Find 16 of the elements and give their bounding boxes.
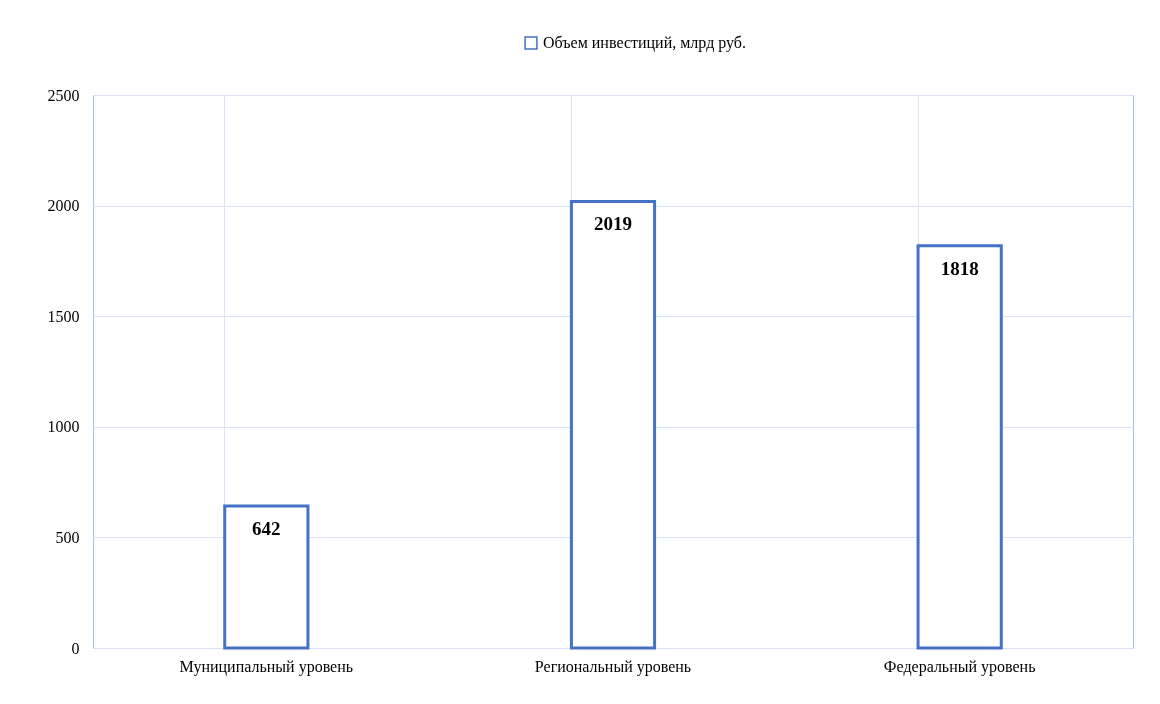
bar	[223, 504, 310, 650]
data-label: 642	[252, 517, 281, 539]
y-tick-label: 2500	[47, 86, 80, 104]
legend-label: Объем инвестиций, млрд руб.	[543, 34, 746, 52]
x-tick-label: Региональный уровень	[534, 657, 692, 676]
y-tick-label: 500	[55, 528, 80, 546]
data-label: 1818	[940, 257, 979, 279]
y-tick-label: 1000	[47, 418, 80, 436]
y-tick-label: 0	[71, 639, 80, 657]
bar	[916, 244, 1003, 650]
x-tick-label: Муниципальный уровень	[179, 657, 354, 676]
x-tick-label: Федеральный уровень	[883, 657, 1036, 676]
data-label: 2019	[594, 213, 632, 235]
bar	[569, 199, 657, 650]
y-tick-label: 1500	[47, 307, 80, 325]
y-tick-label: 2000	[47, 197, 80, 215]
